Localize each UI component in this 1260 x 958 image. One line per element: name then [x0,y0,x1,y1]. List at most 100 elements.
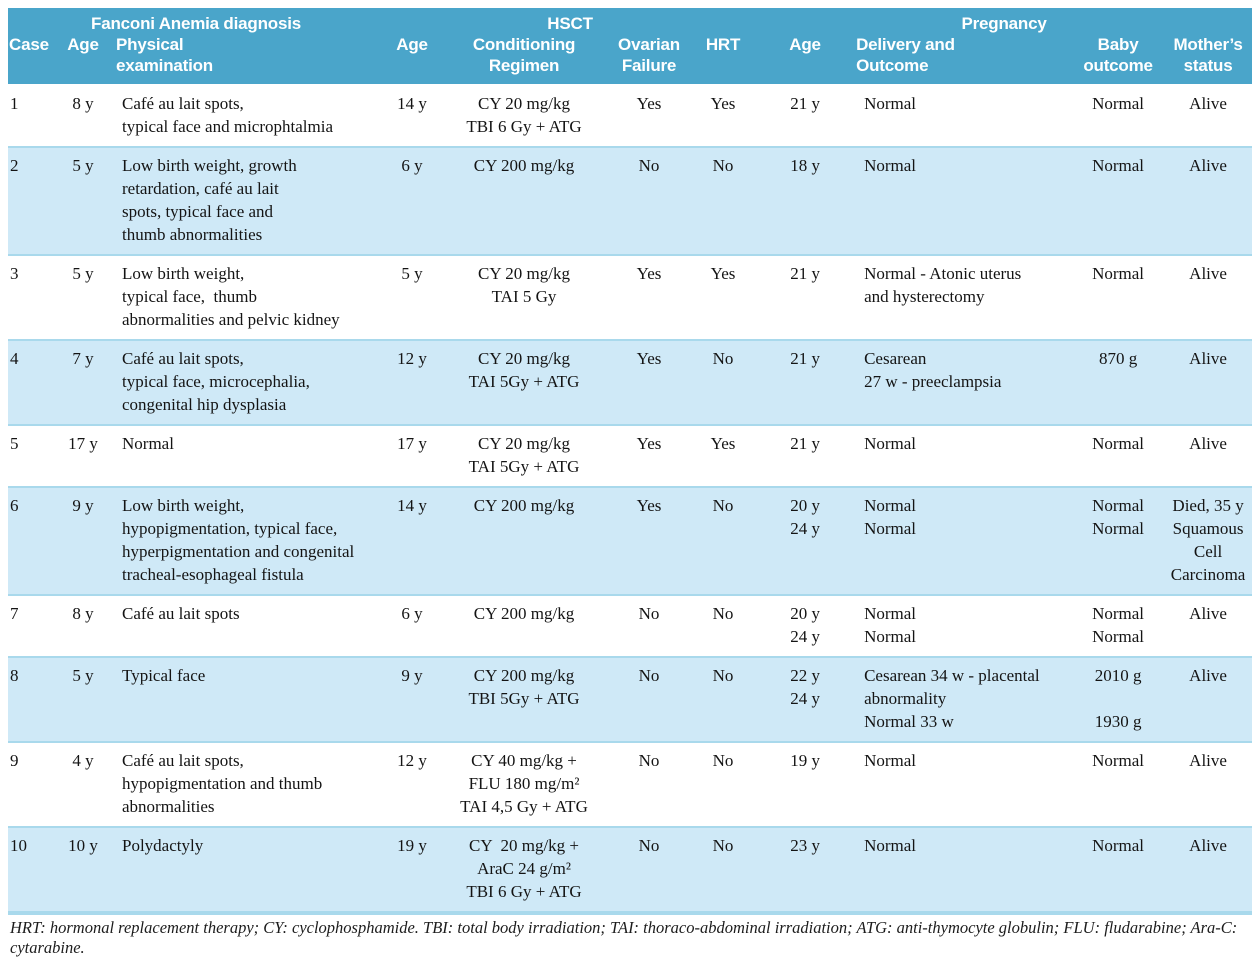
cell-hsct_age: 17 y [384,424,441,487]
cell-physical: Café au lait spots, hypopigmentation and … [114,741,385,827]
cell-preg_age: 21 y [756,84,855,147]
cell-line: TAI 5Gy + ATG [468,457,580,476]
cell-regimen: CY 20 mg/kg TAI 5Gy + ATG [440,424,609,487]
column-header-delivery: Delivery and Outcome [854,34,1073,85]
footnote-rule: HRT: hormonal replacement therapy; CY: c… [8,911,1252,958]
cell-line: CY 200 mg/kg [473,496,575,515]
cell-case: 6 [8,486,52,595]
cell-fa_age: 4 y [52,741,114,827]
table-row-case-10: 10 10 y Polydactyly 19 y CY 20 mg/kg + AraC 2… [8,826,1253,911]
table-row-case-5: 5 17 y Normal 17 y CY 20 mg/kg TAI 5Gy + ATG Y… [8,424,1253,487]
cell-line: 870 g [1098,349,1138,368]
cell-line: Alive [1189,156,1227,175]
cell-line: TAI 5Gy + ATG [468,372,580,391]
column-header-hrt: HRT [690,34,757,85]
cell-delivery: Cesarean 27 w - preeclampsia [854,339,1073,425]
cell-line: Normal [864,836,916,855]
cell-line: CY 200 mg/kg [473,666,575,685]
cell-physical: Typical face [114,656,385,742]
cell-line: Low birth weight, [122,496,245,515]
cell-line: CY 20 mg/kg + [469,836,580,855]
cell-line: 20 y [790,496,820,515]
cell-line: TAI 5 Gy [491,287,557,306]
group-header: Fanconi Anemia diagnosis [8,8,385,34]
cell-ovarian_failure: No [608,594,691,657]
cell-line: Normal [1092,94,1145,113]
cell-delivery: Normal Normal [854,594,1073,657]
cell-mother: Alive [1164,826,1253,911]
cell-line: abnormalities and pelvic kidney [122,310,340,329]
cell-delivery: Normal [854,84,1073,147]
cell-line: TBI 6 Gy + ATG [466,117,582,136]
cell-line: Cesarean 34 w - placental [864,666,1040,685]
column-header-hsct_age: Age [384,34,441,85]
cell-line: Normal [864,156,916,175]
cell-line: retardation, café au lait [122,179,279,198]
cell-line: tracheal-esophageal fistula [122,565,304,584]
cell-delivery: Normal [854,424,1073,487]
cell-case: 10 [8,826,52,911]
cell-line: hypopigmentation, typical face, [122,519,338,538]
cell-preg_age: 21 y [756,424,855,487]
cell-hrt: No [690,656,757,742]
cell-line: Normal [1092,627,1145,646]
cell-line: 24 y [790,689,820,708]
group-header: HSCT [384,8,757,34]
cell-line: typical face, thumb [122,287,258,306]
cell-line: Alive [1189,751,1227,770]
cell-line: abnormalities [122,797,215,816]
cell-line: Alive [1189,604,1227,623]
column-header-mother: Mother’s status [1164,34,1253,85]
cell-hsct_age: 14 y [384,84,441,147]
cell-physical: Café au lait spots, typical face and micr… [114,84,385,147]
cell-hsct_age: 5 y [384,254,441,340]
cell-line: Normal [864,496,916,515]
cell-line: Normal [1092,751,1145,770]
cell-line: Normal [864,751,916,770]
cell-line: Normal [1092,434,1145,453]
cell-mother: Alive [1164,424,1253,487]
cell-case: 9 [8,741,52,827]
cell-line: Alive [1189,434,1227,453]
cell-line: Cesarean [864,349,927,368]
cell-ovarian_failure: Yes [608,486,691,595]
cell-baby: Normal [1072,146,1165,255]
cell-fa_age: 5 y [52,254,114,340]
cell-baby: Normal [1072,84,1165,147]
cell-preg_age: 18 y [756,146,855,255]
cell-mother: Alive [1164,656,1253,742]
cell-line: Alive [1189,94,1227,113]
cell-regimen: CY 200 mg/kg [440,146,609,255]
cell-hrt: No [690,741,757,827]
cell-line: Normal [1092,836,1145,855]
group-header: Pregnancy [756,8,1253,34]
cell-line: TBI 5Gy + ATG [468,689,580,708]
cell-hrt: Yes [690,84,757,147]
cell-line: CY 20 mg/kg [478,434,570,453]
cell-mother: Alive [1164,594,1253,657]
cell-line: 1930 g [1094,712,1142,731]
cell-hsct_age: 6 y [384,594,441,657]
cell-hrt: No [690,594,757,657]
column-header-preg_age: Age [756,34,855,85]
cell-hsct_age: 6 y [384,146,441,255]
cell-regimen: CY 20 mg/kg + AraC 24 g/m² TBI 6 Gy + ATG [440,826,609,911]
cell-line: Normal [122,434,174,453]
cell-hrt: No [690,826,757,911]
cell-line: CY 40 mg/kg + [471,751,577,770]
cell-delivery: Normal - Atonic uterus and hysterectomy [854,254,1073,340]
cell-fa_age: 8 y [52,84,114,147]
cell-line: TBI 6 Gy + ATG [466,882,582,901]
cell-line: Normal [864,604,916,623]
cell-regimen: CY 20 mg/kg TAI 5 Gy [440,254,609,340]
cell-hrt: No [690,339,757,425]
cell-line: congenital hip dysplasia [122,395,287,414]
cell-ovarian_failure: No [608,656,691,742]
cell-ovarian_failure: Yes [608,424,691,487]
